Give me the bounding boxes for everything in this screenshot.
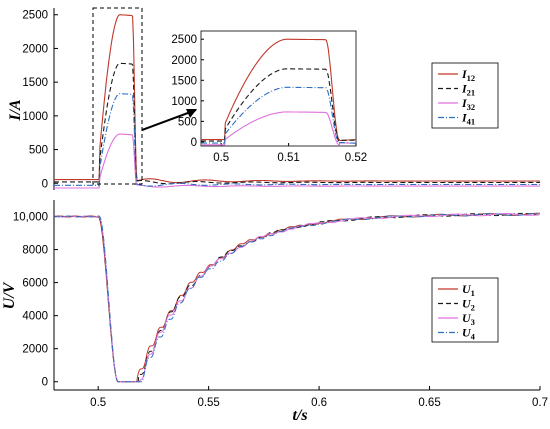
current-lines (54, 14, 540, 189)
current-y-tick-label: 2000 (22, 43, 48, 55)
voltage-y-ticks: 10,000 8000 6000 4000 2000 0 (13, 212, 58, 389)
current-series-line (54, 62, 540, 185)
zoom-series-line (201, 38, 357, 142)
voltage-series-line (54, 213, 540, 383)
zoom-arrow (141, 109, 197, 131)
current-series-line (54, 133, 540, 189)
current-y-tick-label: 1000 (22, 111, 48, 123)
zoom-lines (201, 38, 357, 146)
voltage-y-label: U/V (1, 281, 18, 309)
current-y-tick-label: 500 (29, 145, 48, 157)
current-series-line (54, 93, 540, 187)
zoom-series-line (201, 86, 357, 144)
voltage-y-tick-label: 6000 (22, 278, 48, 290)
x-tick-label: 0.7 (532, 397, 548, 409)
current-y-tick-label: 0 (42, 178, 48, 190)
x-ticks: 0.5 0.55 0.6 0.65 0.7 (90, 386, 548, 409)
zoom-x-tick-label: 0.51 (277, 152, 299, 164)
zoom-y-tick-label: 1500 (171, 75, 197, 87)
zoom-y-tick-label: 1000 (171, 96, 197, 108)
current-y-tick-label: 2500 (22, 10, 48, 22)
voltage-y-tick-label: 2000 (22, 344, 48, 356)
zoom-series-line (201, 68, 356, 142)
zoom-series-line (201, 111, 356, 146)
zoom-y-tick-label: 2500 (171, 34, 197, 46)
zoom-y-tick-label: 2000 (171, 55, 197, 67)
zoom-region-box (92, 7, 143, 185)
voltage-lines (53, 212, 540, 383)
zoom-y-ticks: 2500 2000 1500 1000 500 0 (171, 34, 204, 149)
voltage-y-tick-label: 0 (42, 377, 48, 389)
x-tick-label: 0.6 (311, 397, 327, 409)
voltage-y-tick-label: 10,000 (13, 212, 48, 224)
current-y-label: I/A (7, 99, 24, 122)
x-axis-label: t/s (292, 407, 307, 424)
zoom-arrowhead (186, 109, 197, 118)
voltage-series-line (53, 212, 540, 383)
zoom-y-tick-label: 0 (191, 137, 197, 149)
current-panel: 2500 2000 1500 1000 500 0 I/A (7, 8, 540, 190)
current-y-ticks: 2500 2000 1500 1000 500 0 (22, 10, 58, 190)
zoom-x-tick-label: 0.5 (213, 152, 229, 164)
zoom-x-tick-label: 0.52 (345, 152, 367, 164)
current-y-tick-label: 1500 (22, 77, 48, 89)
x-tick-label: 0.55 (197, 397, 219, 409)
zoom-y-tick-label: 500 (178, 116, 197, 128)
zoom-inset: 2500 2000 1500 1000 500 0 0.5 0.51 0.52 (171, 30, 367, 164)
voltage-series-line (53, 212, 540, 383)
x-tick-label: 0.65 (418, 397, 440, 409)
x-tick-label: 0.5 (90, 397, 106, 409)
voltage-y-tick-label: 8000 (22, 245, 48, 257)
voltage-y-tick-label: 4000 (22, 311, 48, 323)
zoom-x-ticks: 0.5 0.51 0.52 (213, 143, 367, 164)
